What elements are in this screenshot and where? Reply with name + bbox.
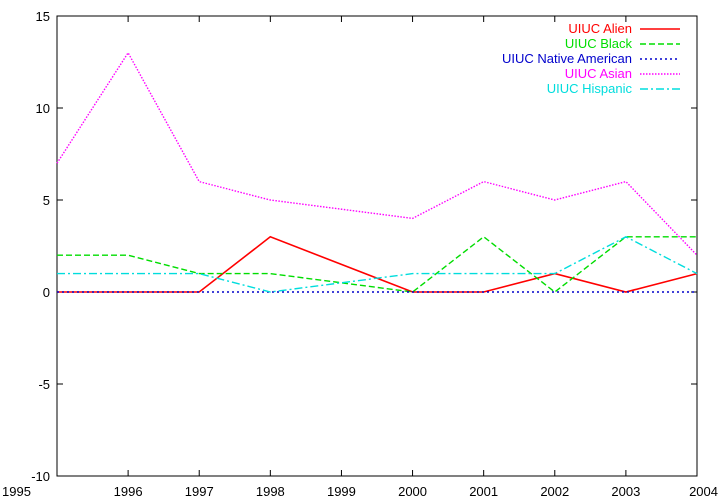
- x-tick-label: 2001: [469, 484, 498, 499]
- series-line-1: [57, 235, 697, 293]
- x-tick-label: 1995: [2, 484, 31, 499]
- x-tick-label: 1996: [114, 484, 143, 499]
- y-tick-label: 0: [43, 285, 50, 300]
- x-tick-label: 1997: [185, 484, 214, 499]
- axis-ticks: 1995 1996 1997 1998 1999 2000 2001 2002 2003 2004…: [2, 9, 718, 499]
- series-lines: [56, 51, 698, 293]
- x-tick-label: 2004: [689, 484, 718, 499]
- series-line-0: [57, 235, 698, 293]
- y-tick-label: 10: [36, 101, 50, 116]
- x-tick-label: 2002: [540, 484, 569, 499]
- legend-label-4: UIUC Hispanic: [547, 81, 633, 96]
- x-tick-label: 2003: [611, 484, 640, 499]
- x-tick-label: 1999: [327, 484, 356, 499]
- legend-label-2: UIUC Native American: [502, 51, 632, 66]
- legend-label-0: UIUC Alien: [568, 21, 632, 36]
- y-tick-label: 5: [43, 193, 50, 208]
- series-line-4: [57, 236, 698, 293]
- legend-label-3: UIUC Asian: [565, 66, 632, 81]
- plot-frame: [56, 15, 698, 477]
- y-tick-label: 15: [36, 9, 50, 24]
- y-tick-label: -5: [38, 377, 50, 392]
- series-line-3: [56, 51, 698, 256]
- legend-label-1: UIUC Black: [565, 36, 633, 51]
- x-tick-label: 1998: [256, 484, 285, 499]
- plot-border: [56, 15, 698, 477]
- x-tick-label: 2000: [398, 484, 427, 499]
- y-tick-label: -10: [31, 469, 50, 484]
